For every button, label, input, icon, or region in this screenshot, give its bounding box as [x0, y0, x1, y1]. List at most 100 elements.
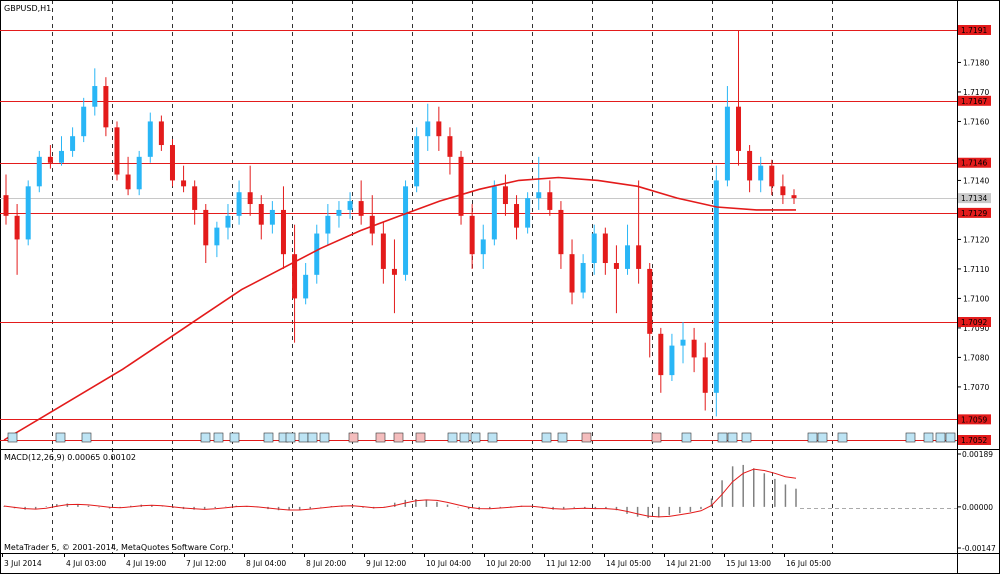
- price-tick-label: 1.7170: [963, 88, 989, 97]
- price-label-tag: [958, 435, 991, 445]
- event-marker-tag[interactable]: [200, 432, 211, 443]
- event-marker-tag[interactable]: [447, 432, 458, 443]
- price-level-label: 1.7092: [961, 318, 987, 327]
- time-tick-label: 14 Jul 05:00: [606, 559, 651, 568]
- event-marker-tag[interactable]: [470, 432, 481, 443]
- candle-body: [314, 233, 320, 275]
- price-tick-label: 1.7080: [963, 353, 989, 362]
- price-level-label: 1.7129: [961, 209, 987, 218]
- price-tick-label: 1.7180: [963, 58, 989, 67]
- event-markers[interactable]: [7, 432, 956, 443]
- candle-body: [214, 227, 220, 246]
- candle-body: [280, 209, 286, 255]
- event-marker-tag[interactable]: [717, 432, 728, 443]
- candle-body: [303, 274, 309, 299]
- event-marker-tag[interactable]: [945, 432, 956, 443]
- candles: [3, 30, 797, 417]
- event-marker-tag[interactable]: [741, 432, 752, 443]
- event-marker-tag[interactable]: [229, 432, 240, 443]
- time-tick-label: 3 Jul 2014: [4, 559, 42, 568]
- event-marker-tag[interactable]: [581, 432, 592, 443]
- event-marker-tag[interactable]: [375, 432, 386, 443]
- candle-body: [236, 192, 242, 216]
- candle-body: [58, 150, 64, 163]
- candle-body: [391, 268, 397, 275]
- price-level-label: 1.7134: [961, 194, 987, 203]
- event-marker-tag[interactable]: [541, 432, 552, 443]
- event-marker-tag[interactable]: [837, 432, 848, 443]
- candle-body: [713, 180, 719, 393]
- candle-body: [647, 268, 653, 334]
- event-marker-tag[interactable]: [263, 432, 274, 443]
- event-marker-tag[interactable]: [923, 432, 934, 443]
- event-marker-tag[interactable]: [817, 432, 828, 443]
- price-tick-label: 1.7160: [963, 117, 989, 126]
- macd-tick-label: 0.00189: [962, 450, 993, 459]
- candle-body: [425, 121, 431, 137]
- candle-body: [192, 186, 198, 210]
- candle-body: [169, 145, 175, 181]
- event-marker-tag[interactable]: [487, 432, 498, 443]
- candle-body: [292, 254, 298, 299]
- event-marker-tag[interactable]: [681, 432, 692, 443]
- candle-body: [70, 136, 76, 151]
- candle-body: [36, 156, 42, 187]
- candle-body: [3, 195, 9, 216]
- time-tick-label: 4 Jul 03:00: [66, 559, 106, 568]
- event-marker-tag[interactable]: [307, 432, 318, 443]
- candle-body: [369, 215, 375, 234]
- macd-tick-label: -0.00147: [962, 544, 996, 553]
- event-marker-tag[interactable]: [651, 432, 662, 443]
- price-level-label: 1.7052: [961, 436, 987, 445]
- candle-body: [691, 339, 697, 358]
- candle-body: [358, 201, 364, 216]
- event-marker-tag[interactable]: [55, 432, 66, 443]
- candle-body: [547, 192, 553, 210]
- event-marker-tag[interactable]: [905, 432, 916, 443]
- candle-body: [203, 209, 209, 246]
- price-level-lines[interactable]: [0, 30, 957, 441]
- event-marker-tag[interactable]: [727, 432, 738, 443]
- price-label-tag: [958, 25, 991, 35]
- event-marker-tag[interactable]: [348, 432, 359, 443]
- event-marker-tag[interactable]: [557, 432, 568, 443]
- price-tick-label: 1.7090: [963, 324, 989, 333]
- candle-body: [480, 239, 486, 255]
- candle-body: [625, 245, 631, 269]
- candle-body: [147, 121, 153, 157]
- event-marker-tag[interactable]: [415, 432, 426, 443]
- candle-body: [336, 209, 342, 216]
- event-marker-tag[interactable]: [298, 432, 309, 443]
- time-tick-label: 11 Jul 12:00: [546, 559, 591, 568]
- candle-body: [25, 186, 31, 240]
- event-marker-tag[interactable]: [7, 432, 18, 443]
- time-tick-label: 4 Jul 19:00: [126, 559, 166, 568]
- event-marker-tag[interactable]: [81, 432, 92, 443]
- time-tick-label: 10 Jul 04:00: [426, 559, 471, 568]
- price-label-tag: [958, 414, 991, 425]
- event-marker-tag[interactable]: [319, 432, 330, 443]
- event-marker-tag[interactable]: [459, 432, 470, 443]
- price-tick-label: 1.7110: [963, 265, 989, 274]
- event-marker-tag[interactable]: [393, 432, 404, 443]
- candle-body: [103, 86, 109, 128]
- candle-body: [181, 180, 187, 187]
- time-tick-label: 14 Jul 21:00: [666, 559, 711, 568]
- candle-body: [414, 136, 420, 187]
- candle-body: [347, 201, 353, 210]
- candle-body: [613, 263, 619, 269]
- candle-body: [791, 195, 797, 199]
- candle-body: [769, 165, 775, 187]
- event-marker-tag[interactable]: [935, 432, 946, 443]
- event-marker-tag[interactable]: [213, 432, 224, 443]
- candle-body: [436, 121, 442, 137]
- candle-body: [702, 357, 708, 393]
- event-marker-tag[interactable]: [285, 432, 296, 443]
- candle-body: [569, 254, 575, 293]
- event-marker-tag[interactable]: [807, 432, 818, 443]
- time-tick-label: 15 Jul 13:00: [726, 559, 771, 568]
- copyright-text: MetaTrader 5, © 2001-2014, MetaQuotes So…: [4, 543, 231, 552]
